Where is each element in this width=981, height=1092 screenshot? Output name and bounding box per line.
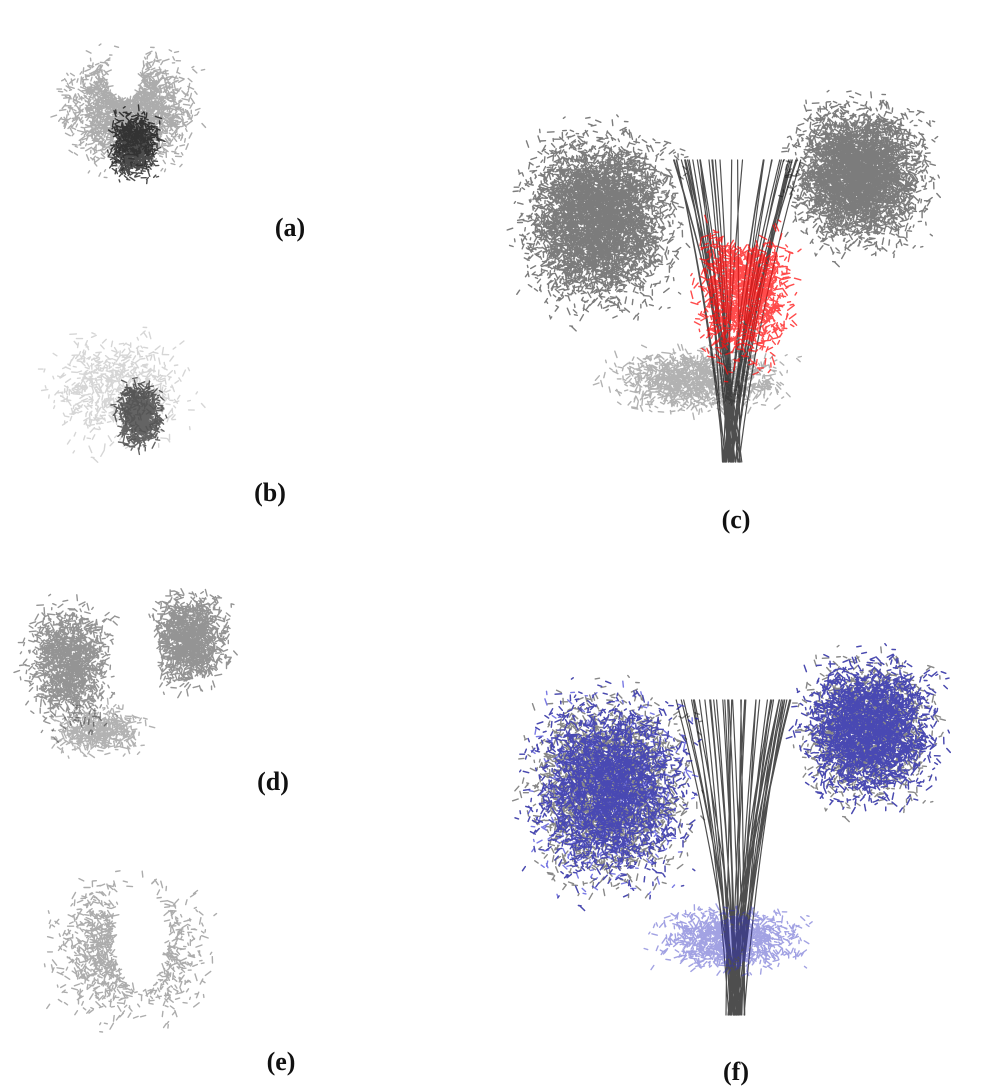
foliage bbox=[110, 377, 168, 456]
trunk bbox=[675, 699, 792, 1016]
panel-label: (a) bbox=[275, 213, 305, 242]
foliage bbox=[643, 903, 813, 977]
foliage bbox=[785, 643, 951, 815]
foliage bbox=[592, 343, 802, 421]
foliage bbox=[107, 104, 166, 185]
panel-label: (c) bbox=[722, 505, 751, 534]
foliage bbox=[43, 870, 218, 1033]
panel-label: (b) bbox=[254, 478, 286, 507]
foliage bbox=[778, 89, 941, 268]
foliage bbox=[50, 697, 156, 759]
panel-label: (d) bbox=[257, 767, 289, 796]
panel-label: (e) bbox=[267, 1047, 296, 1076]
foliage bbox=[148, 588, 238, 699]
foliage bbox=[13, 593, 120, 743]
foliage bbox=[514, 677, 702, 912]
foliage bbox=[690, 214, 802, 383]
foliage bbox=[506, 114, 691, 332]
panel-label: (f) bbox=[723, 1057, 749, 1086]
tree-art bbox=[13, 43, 951, 1033]
